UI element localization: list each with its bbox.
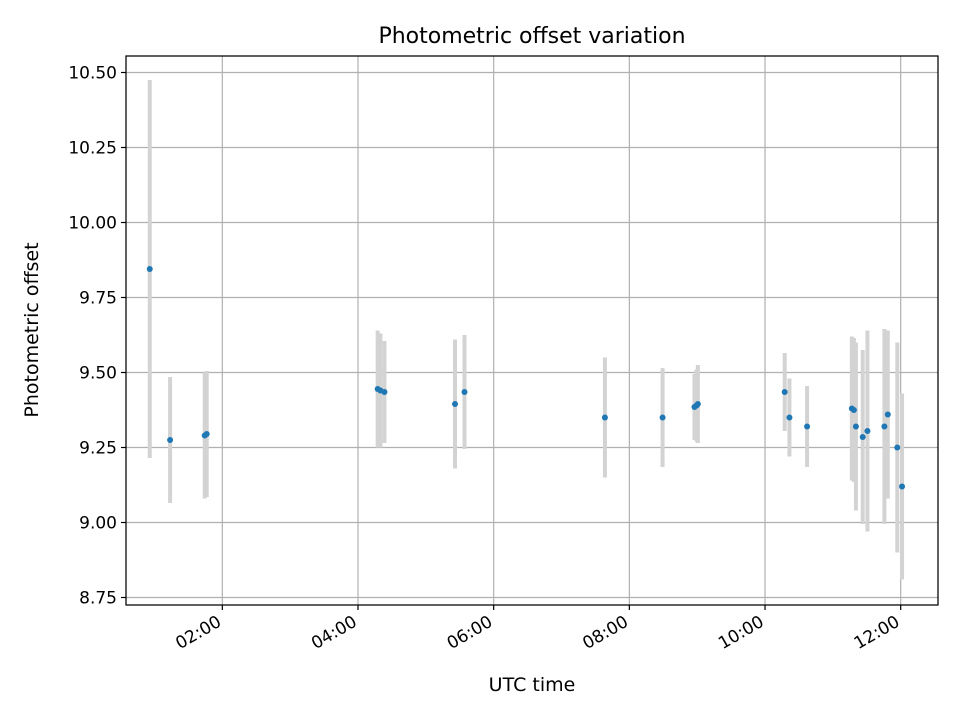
y-tick-label: 10.25 (68, 139, 117, 159)
data-point (899, 483, 906, 490)
y-tick-label: 8.75 (79, 589, 117, 609)
data-point (804, 423, 811, 430)
data-point (852, 423, 859, 430)
y-tick-label: 9.25 (79, 439, 117, 459)
chart-title: Photometric offset variation (378, 24, 685, 49)
data-point (881, 423, 888, 430)
data-points (146, 266, 906, 490)
data-point (864, 428, 871, 434)
y-tick-label: 10.50 (68, 64, 117, 84)
y-tick-label: 9.50 (79, 364, 117, 384)
data-point (786, 414, 793, 421)
data-point (601, 414, 608, 421)
y-axis-label: Photometric offset (21, 242, 43, 417)
data-point (146, 266, 153, 272)
data-point (659, 414, 666, 421)
data-point (452, 401, 459, 407)
data-point (781, 389, 788, 395)
grid-lines (126, 56, 938, 605)
data-point (884, 411, 891, 418)
y-tick-label: 10.00 (68, 214, 117, 234)
data-point (694, 401, 701, 407)
data-point (894, 444, 901, 451)
data-point (167, 437, 174, 443)
y-tick-label: 9.00 (79, 514, 117, 534)
x-axis-label: UTC time (489, 674, 576, 696)
data-point (850, 407, 857, 413)
y-tick-label: 9.75 (79, 289, 117, 309)
data-point (203, 431, 210, 437)
data-point (859, 434, 866, 440)
data-point (381, 389, 388, 395)
plot-frame (125, 55, 939, 606)
data-point (461, 389, 468, 395)
